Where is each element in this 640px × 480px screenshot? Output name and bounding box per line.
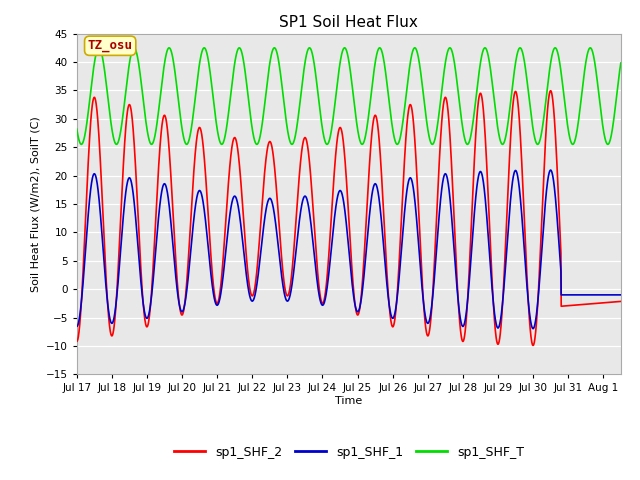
X-axis label: Time: Time [335,396,362,406]
Title: SP1 Soil Heat Flux: SP1 Soil Heat Flux [280,15,418,30]
Y-axis label: Soil Heat Flux (W/m2), SoilT (C): Soil Heat Flux (W/m2), SoilT (C) [30,116,40,292]
Text: TZ_osu: TZ_osu [88,39,132,52]
Legend: sp1_SHF_2, sp1_SHF_1, sp1_SHF_T: sp1_SHF_2, sp1_SHF_1, sp1_SHF_T [169,441,529,464]
